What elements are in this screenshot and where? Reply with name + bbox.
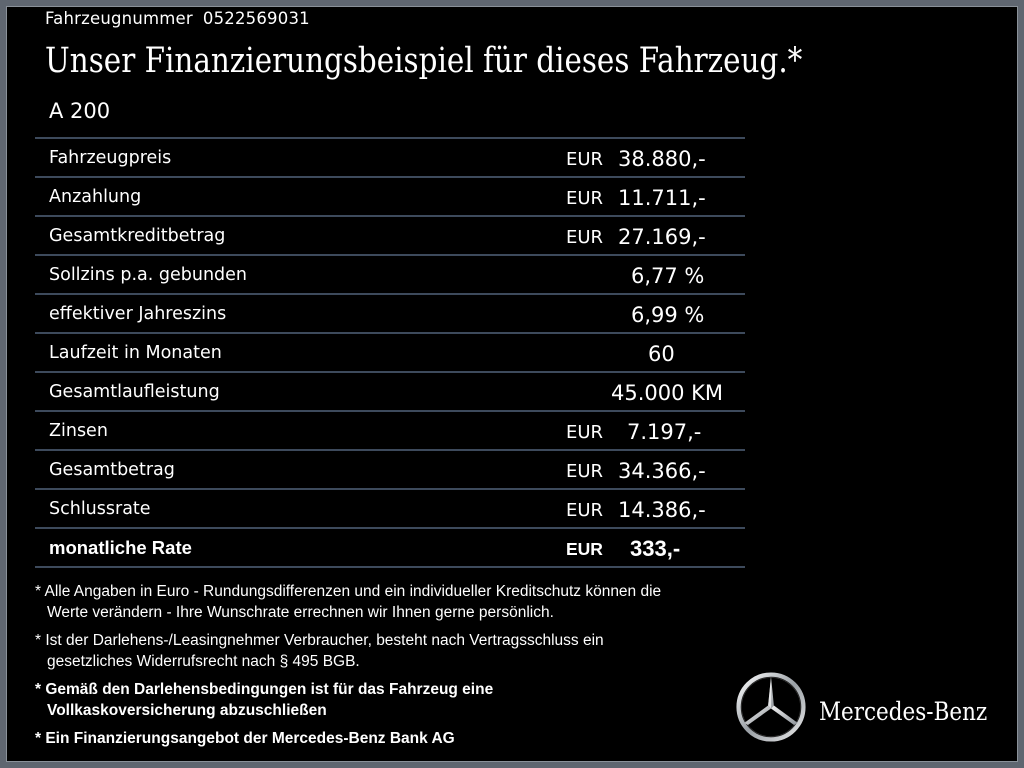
row-label: Gesamtkreditbetrag xyxy=(49,226,226,246)
row-amount: 11.711,- xyxy=(618,186,706,210)
row-amount: 38.880,- xyxy=(618,147,706,171)
row-amount: 333,- xyxy=(630,536,681,561)
footnotes: * Alle Angaben in Euro - Rundungsdiffere… xyxy=(35,581,765,756)
footnote-line: Vollkaskoversicherung abzuschließen xyxy=(47,702,327,719)
row-label: monatliche Rate xyxy=(49,537,192,558)
row-label: Sollzins p.a. gebunden xyxy=(49,265,248,285)
row-gesamtkreditbetrag: Gesamtkreditbetrag EUR 27.169,- xyxy=(35,215,745,254)
vehicle-number: Fahrzeugnummer 0522569031 xyxy=(45,9,310,28)
vehicle-number-label: Fahrzeugnummer xyxy=(45,9,193,28)
row-label: Anzahlung xyxy=(49,187,142,207)
footnote: * Gemäß den Darlehensbedingungen ist für… xyxy=(35,679,765,721)
row-amount: 7.197,- xyxy=(627,420,702,444)
finance-table: Fahrzeugpreis EUR 38.880,- Anzahlung EUR… xyxy=(35,137,745,568)
row-amount: 34.366,- xyxy=(618,459,706,483)
row-amount: 14.386,- xyxy=(618,498,706,522)
footnote-line: * Ein Finanzierungsangebot der Mercedes-… xyxy=(35,730,455,747)
row-currency: EUR xyxy=(566,461,604,482)
row-label: Schlussrate xyxy=(49,499,151,519)
vehicle-number-value: 0522569031 xyxy=(202,9,310,28)
footnote-line: gesetzliches Widerrufsrecht nach § 495 B… xyxy=(47,653,360,670)
footnote-line: * Ist der Darlehens-/Leasingnehmer Verbr… xyxy=(35,632,604,649)
row-label: Zinsen xyxy=(49,421,108,441)
row-anzahlung: Anzahlung EUR 11.711,- xyxy=(35,176,745,215)
row-currency: EUR xyxy=(566,539,603,559)
row-laufzeit: Laufzeit in Monaten 60 xyxy=(35,332,745,371)
row-schlussrate: Schlussrate EUR 14.386,- xyxy=(35,488,745,527)
row-fahrzeugpreis: Fahrzeugpreis EUR 38.880,- xyxy=(35,137,745,176)
footnote: * Ein Finanzierungsangebot der Mercedes-… xyxy=(35,728,765,749)
row-value: 45.000 KM xyxy=(611,381,724,405)
finance-sheet: Fahrzeugnummer 0522569031 Unser Finanzier… xyxy=(6,6,1018,762)
row-currency: EUR xyxy=(566,188,604,209)
row-zinsen: Zinsen EUR 7.197,- xyxy=(35,410,745,449)
footnote-line: * Gemäß den Darlehensbedingungen ist für… xyxy=(35,681,494,698)
row-currency: EUR xyxy=(566,422,604,443)
row-label: effektiver Jahreszins xyxy=(49,304,227,324)
row-value: 6,77 % xyxy=(631,264,705,288)
row-currency: EUR xyxy=(566,227,604,248)
row-monatliche-rate: monatliche Rate EUR 333,- xyxy=(35,527,745,568)
row-value: 60 xyxy=(648,342,675,366)
footnote-line: * Alle Angaben in Euro - Rundungsdiffere… xyxy=(35,583,662,600)
mercedes-star-icon xyxy=(736,672,806,742)
footnote: * Ist der Darlehens-/Leasingnehmer Verbr… xyxy=(35,630,765,672)
row-sollzins: Sollzins p.a. gebunden 6,77 % xyxy=(35,254,745,293)
row-value: 6,99 % xyxy=(631,303,705,327)
row-label: Gesamtbetrag xyxy=(49,460,175,480)
row-amount: 27.169,- xyxy=(618,225,706,249)
footnote: * Alle Angaben in Euro - Rundungsdiffere… xyxy=(35,581,765,623)
page-title: Unser Finanzierungsbeispiel für dieses F… xyxy=(45,41,803,81)
row-label: Fahrzeugpreis xyxy=(49,148,172,168)
row-effektiver-jahreszins: effektiver Jahreszins 6,99 % xyxy=(35,293,745,332)
row-gesamtbetrag: Gesamtbetrag EUR 34.366,- xyxy=(35,449,745,488)
brand-name: Mercedes-Benz xyxy=(819,697,988,726)
row-gesamtlaufleistung: Gesamtlaufleistung 45.000 KM xyxy=(35,371,745,410)
row-currency: EUR xyxy=(566,149,604,170)
row-label: Gesamtlaufleistung xyxy=(49,382,220,402)
row-currency: EUR xyxy=(566,500,604,521)
model-name: A 200 xyxy=(49,99,111,123)
row-label: Laufzeit in Monaten xyxy=(49,343,222,363)
footnote-line: Werte verändern - Ihre Wunschrate errech… xyxy=(47,604,554,621)
